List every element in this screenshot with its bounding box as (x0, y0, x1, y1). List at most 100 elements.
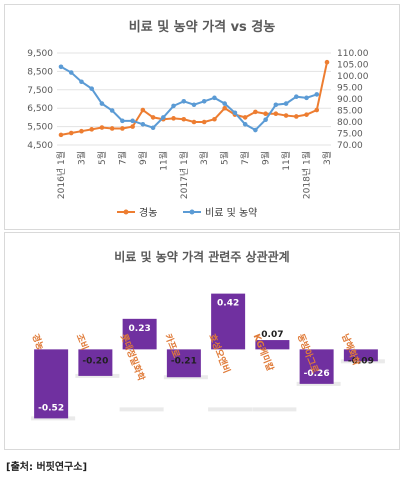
bar (122, 318, 157, 350)
series-point-1 (283, 101, 289, 106)
x-tick-label: 3월 (321, 151, 333, 165)
bar (255, 340, 290, 350)
series-point-1 (68, 70, 74, 75)
bar-category-label: 경농 (29, 332, 46, 352)
series-point-1 (314, 92, 320, 97)
series-point-1 (222, 101, 227, 106)
series-point-0 (283, 113, 289, 118)
x-tick-label: 2016년 1월 (55, 151, 67, 199)
series-point-1 (232, 110, 238, 116)
y-right-tick-label: 85.00 (337, 107, 363, 117)
x-tick-label: 3월 (198, 151, 210, 165)
y-left-tick-label: 7,500 (27, 86, 53, 96)
y-right-tick-label: 105.00 (337, 61, 369, 71)
line-chart-panel: 비료 및 농약 가격 vs 경농 4,500 5,500 6,500 7,500 8,5… (4, 4, 400, 230)
series-point-0 (273, 111, 279, 117)
series-point-1 (242, 122, 248, 127)
series-point-0 (130, 124, 135, 129)
bar-shadow (119, 407, 164, 412)
series-point-0 (212, 116, 217, 122)
series-point-0 (79, 128, 84, 134)
bar (299, 349, 334, 384)
bar-value-label: -0.09 (348, 356, 374, 366)
series-point-0 (99, 125, 105, 130)
bar (343, 349, 378, 362)
x-tick-label: 7월 (239, 151, 251, 165)
bar (211, 293, 246, 350)
x-tick-label: 3월 (75, 151, 87, 165)
series-point-1 (99, 101, 105, 106)
bar-shadow (31, 416, 76, 421)
series-point-1 (120, 118, 125, 124)
series-point-0 (120, 126, 125, 131)
x-tick-label: 2018년 1월 (301, 151, 313, 199)
x-tick-label: 2017년 1월 (178, 151, 190, 199)
series-point-0 (324, 59, 330, 65)
series-point-1 (191, 102, 197, 108)
series-point-0 (201, 119, 207, 125)
series-point-0 (253, 109, 258, 115)
bar-shadow (252, 407, 297, 412)
bar-value-label: 0.07 (261, 330, 283, 340)
x-tick-label: 5월 (96, 151, 108, 165)
series-point-0 (304, 112, 309, 117)
series-point-1 (150, 125, 156, 131)
series-point-1 (304, 95, 309, 101)
bar (166, 349, 201, 378)
series-point-0 (68, 130, 74, 136)
series-point-0 (58, 132, 64, 138)
line-chart-title: 비료 및 농약 가격 vs 경농 (129, 19, 276, 35)
bar-category-label: 조비 (74, 332, 91, 352)
series-point-1 (171, 103, 176, 109)
source-caption: [출처: 버핏연구소] (6, 462, 88, 473)
bar-chart: 비료 및 농약 가격 관련주 상관관계 -0.52경농-0.20조비0.23롯데… (29, 249, 385, 421)
bar-shadow (208, 407, 253, 412)
bar-category-label: 카프로 (162, 332, 183, 360)
bar-chart-panel: 비료 및 농약 가격 관련주 상관관계 -0.52 경농 -0.20 조비 0.23 롯데… (4, 232, 400, 450)
series-point-0 (294, 114, 299, 119)
series-point-1 (130, 118, 135, 124)
y-right-tick-label: 90.00 (337, 95, 363, 105)
legend-marker-0 (123, 209, 129, 215)
bar-shadow (296, 381, 341, 386)
y-left-tick-label: 8,500 (27, 67, 53, 77)
y-right-tick-label: 95.00 (337, 84, 363, 94)
series-point-1 (212, 95, 217, 101)
series-point-0 (109, 126, 115, 131)
series-point-0 (181, 116, 187, 122)
y-right-tick-label: 110.00 (337, 49, 369, 59)
bar-value-label: -0.20 (82, 356, 108, 366)
bar-value-label: -0.52 (38, 403, 64, 413)
x-tick-label: 7월 (116, 151, 128, 165)
bar (78, 349, 113, 376)
bar (34, 349, 69, 419)
x-tick-label: 11월 (280, 151, 292, 171)
y-left-tick-label: 5,500 (27, 123, 53, 133)
series-point-1 (161, 115, 166, 120)
bar-value-label: 0.42 (217, 299, 239, 309)
series-point-1 (89, 86, 94, 91)
series-point-0 (140, 107, 146, 113)
series-point-0 (191, 119, 197, 125)
y-left-tick-label: 4,500 (27, 141, 53, 151)
y-right-tick-label: 100.00 (337, 72, 369, 82)
series-point-0 (314, 107, 320, 113)
x-tick-label: 9월 (260, 151, 272, 165)
y-right-tick-label: 80.00 (337, 118, 363, 128)
series-point-0 (171, 116, 176, 121)
series-point-0 (222, 105, 227, 111)
legend-label-0: 경농 (139, 206, 157, 219)
series-point-0 (150, 115, 156, 120)
series-point-1 (201, 99, 207, 104)
series-point-0 (242, 115, 248, 120)
series-point-1 (79, 79, 84, 85)
bar-value-label: -0.21 (171, 356, 197, 366)
legend-label-1: 비료 및 농약 (205, 207, 257, 219)
x-tick-label: 9월 (137, 151, 149, 165)
series-point-1 (294, 94, 299, 99)
series-point-1 (263, 117, 268, 122)
y-right-tick-label: 75.00 (337, 130, 363, 140)
x-tick-label: 5월 (219, 151, 231, 165)
series-point-1 (58, 64, 64, 70)
y-left-tick-label: 9,500 (27, 49, 53, 59)
